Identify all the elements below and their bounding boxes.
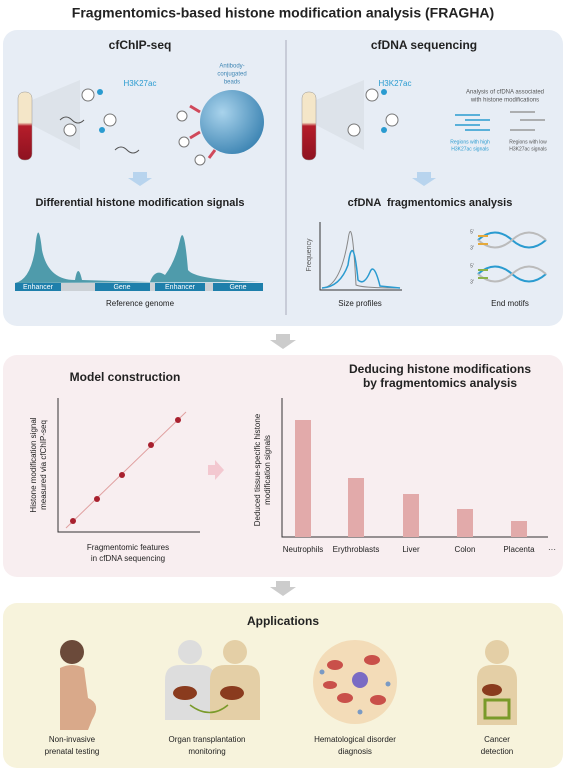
axis-label: in cfDNA sequencing [91,554,165,563]
note: H3K27ac signals [509,146,547,152]
bead-label: beads [224,80,240,86]
application-label: Organ transplantation [169,735,246,744]
application-label: monitoring [188,747,225,756]
pregnancy-illustration [60,640,97,730]
track-label: Gene [229,284,246,291]
note: with histone modifications [470,98,539,104]
curve [321,230,401,289]
application-label: Hematological disorder [314,735,396,744]
end-label: 5' [470,229,474,235]
application-label: Non-invasive [49,735,96,744]
mark-label: H3K27ac [379,79,412,88]
tube-illustration [17,80,140,161]
panel [3,355,563,577]
axis-label: Histone modification signal [29,417,38,512]
category-label: Colon [455,545,476,554]
heading: Differential histone modification signal… [35,197,244,209]
category-label: Liver [402,545,420,554]
bead-label: conjugated [217,72,246,78]
heading: cfDNA fragmentomics analysis [348,197,513,209]
arrow [128,172,152,186]
axes [57,398,200,533]
bead-label: Antibody- [219,64,244,70]
arrow [270,581,296,596]
signal-peaks [15,232,262,283]
panel [3,603,563,768]
axis-label: Deduced tissue-specific histone [253,413,262,526]
caption: Reference genome [106,299,175,308]
application-label: diagnosis [338,747,372,756]
note: Regions with low [509,139,547,145]
mark-label: H3K27ac [124,79,157,88]
caption: Size profiles [338,299,382,308]
curve [321,249,401,289]
fit-line [65,411,187,529]
caption: End motifs [491,299,529,308]
note: H3K27ac signals [451,146,489,152]
heading: Deducing histone modifications [349,362,531,376]
reads [455,111,545,131]
track-segment [95,283,150,291]
axis-label: measured via cfChIP-seq [39,420,48,510]
track-label: Enhancer [23,284,54,291]
points [70,417,181,524]
bead-illustration [176,90,264,166]
axes [319,222,402,291]
application-label: prenatal testing [45,747,100,756]
note: Regions with high [450,139,490,145]
end-label: 3' [470,279,474,285]
panel [3,30,563,326]
title: Fragmentomics-based histone modification… [72,5,494,21]
axis-label: Frequency [306,238,313,272]
note: Analysis of cfDNA associated [466,90,544,96]
track-segment [213,283,263,291]
category-label: Erythroblasts [333,545,380,554]
arrow [270,334,296,349]
dna-illustration [477,231,547,283]
heading: Applications [247,614,319,628]
end-label: 3' [470,245,474,251]
category-label: Placenta [503,545,535,554]
category-label: Neutrophils [283,545,323,554]
track-segment [155,283,205,291]
axis-label: Fragmentomic features [87,543,169,552]
heading: by fragmentomics analysis [363,376,517,390]
arrow [208,460,224,480]
track-label: Enhancer [165,284,196,291]
arrow [412,172,436,186]
tube-illustration [301,80,399,161]
end-label: 5' [470,263,474,269]
heading: cfDNA sequencing [371,38,477,52]
heading: cfChIP-seq [109,38,172,52]
cancer-illustration [477,640,517,725]
axis-label: modification signals [263,435,272,505]
track-segment [15,283,61,291]
application-label: Cancer [484,735,510,744]
heading: Model construction [70,370,181,384]
application-label: detection [481,747,513,756]
transplant-illustration [165,640,260,720]
blood-illustration [313,640,397,724]
category-label: ··· [548,545,556,554]
track-label: Gene [113,284,130,291]
bars [295,420,527,537]
